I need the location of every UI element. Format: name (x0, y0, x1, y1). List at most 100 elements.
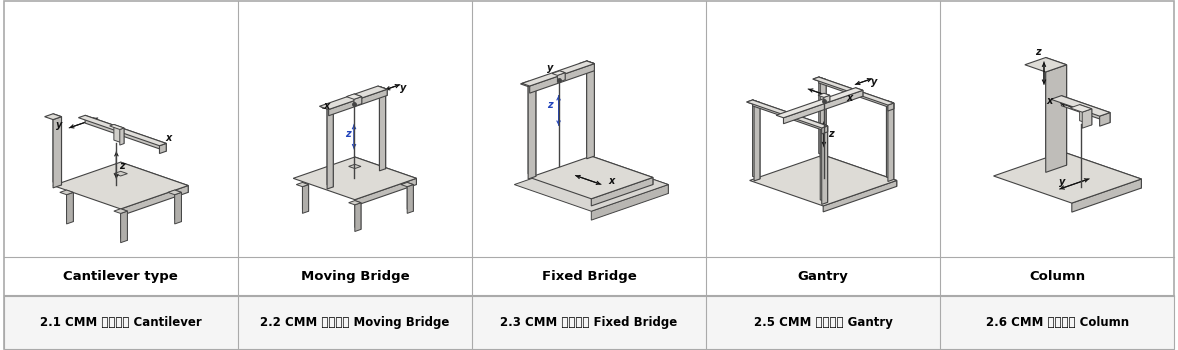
Polygon shape (355, 97, 362, 106)
Polygon shape (776, 88, 863, 118)
Polygon shape (408, 182, 413, 211)
Polygon shape (1061, 96, 1110, 122)
Polygon shape (114, 209, 127, 214)
Polygon shape (819, 77, 894, 109)
Text: z: z (547, 100, 552, 110)
Polygon shape (319, 86, 388, 110)
Polygon shape (880, 100, 894, 105)
Polygon shape (522, 61, 595, 86)
Polygon shape (120, 186, 188, 216)
Polygon shape (79, 115, 166, 146)
Polygon shape (120, 128, 124, 145)
Polygon shape (993, 152, 1141, 203)
Polygon shape (528, 81, 536, 176)
Text: z: z (345, 129, 351, 139)
Text: Gantry: Gantry (798, 270, 848, 283)
Polygon shape (45, 114, 61, 120)
Text: y: y (872, 77, 878, 86)
Text: x: x (608, 176, 615, 186)
Text: 2.2 CMM ชนิด Moving Bridge: 2.2 CMM ชนิด Moving Bridge (260, 316, 450, 329)
Polygon shape (587, 61, 595, 156)
Polygon shape (110, 125, 124, 130)
Text: y: y (548, 63, 554, 73)
Polygon shape (114, 171, 127, 176)
Polygon shape (822, 126, 828, 204)
Text: 2.6 CMM ชนิด Column: 2.6 CMM ชนิด Column (986, 316, 1129, 329)
Text: y: y (401, 83, 406, 93)
Polygon shape (327, 105, 333, 187)
Polygon shape (521, 81, 536, 86)
Polygon shape (552, 71, 565, 75)
Bar (4, 295, 1174, 349)
Polygon shape (67, 193, 73, 224)
Polygon shape (401, 182, 413, 187)
Polygon shape (174, 193, 181, 224)
Polygon shape (813, 77, 826, 82)
Polygon shape (1070, 105, 1092, 112)
Polygon shape (591, 184, 668, 220)
Polygon shape (327, 107, 333, 189)
Polygon shape (320, 105, 333, 109)
Polygon shape (303, 184, 309, 214)
Polygon shape (814, 124, 828, 128)
Polygon shape (53, 117, 61, 188)
Polygon shape (1079, 105, 1092, 125)
Text: x: x (166, 133, 172, 142)
Polygon shape (753, 100, 760, 179)
Polygon shape (823, 95, 829, 103)
Polygon shape (303, 182, 309, 211)
Polygon shape (293, 157, 416, 200)
Polygon shape (67, 190, 73, 222)
Text: 2.1 CMM ชนิด Cantilever: 2.1 CMM ชนิด Cantilever (40, 316, 201, 329)
Polygon shape (297, 182, 309, 187)
Polygon shape (408, 184, 413, 214)
Polygon shape (557, 73, 565, 83)
Text: 2.3 CMM ชนิด Fixed Bridge: 2.3 CMM ชนิด Fixed Bridge (501, 316, 677, 329)
Polygon shape (591, 156, 653, 184)
Polygon shape (329, 89, 388, 116)
Polygon shape (587, 64, 595, 159)
Text: z: z (1034, 47, 1040, 57)
Polygon shape (886, 100, 894, 180)
Polygon shape (1046, 65, 1066, 172)
Text: x: x (1046, 96, 1053, 106)
Polygon shape (823, 181, 896, 212)
Polygon shape (159, 144, 166, 154)
Polygon shape (85, 115, 166, 151)
Polygon shape (823, 155, 896, 187)
Polygon shape (379, 89, 385, 171)
Text: Moving Bridge: Moving Bridge (300, 270, 409, 283)
Text: y: y (1059, 177, 1066, 187)
Polygon shape (823, 93, 829, 101)
Polygon shape (120, 211, 127, 243)
Polygon shape (355, 157, 416, 184)
Polygon shape (120, 174, 127, 205)
Text: z: z (119, 161, 125, 170)
Polygon shape (1051, 96, 1110, 116)
Polygon shape (346, 94, 362, 99)
Polygon shape (1025, 57, 1066, 72)
Polygon shape (591, 158, 668, 194)
Polygon shape (1099, 113, 1110, 126)
Polygon shape (888, 103, 894, 181)
Polygon shape (120, 209, 127, 240)
Polygon shape (888, 103, 894, 111)
Polygon shape (747, 100, 760, 105)
Polygon shape (813, 77, 894, 105)
Polygon shape (355, 201, 360, 229)
Polygon shape (749, 155, 896, 206)
Text: z: z (828, 129, 834, 139)
Polygon shape (819, 77, 826, 156)
Polygon shape (1046, 57, 1066, 165)
Polygon shape (355, 164, 360, 193)
Polygon shape (822, 126, 828, 134)
Polygon shape (530, 156, 653, 199)
Polygon shape (591, 177, 653, 206)
Text: Column: Column (1030, 270, 1085, 283)
Polygon shape (373, 86, 385, 91)
Polygon shape (578, 61, 595, 66)
Polygon shape (1083, 109, 1092, 128)
Text: Cantilever type: Cantilever type (64, 270, 178, 283)
Polygon shape (355, 166, 360, 195)
Polygon shape (1072, 179, 1141, 212)
